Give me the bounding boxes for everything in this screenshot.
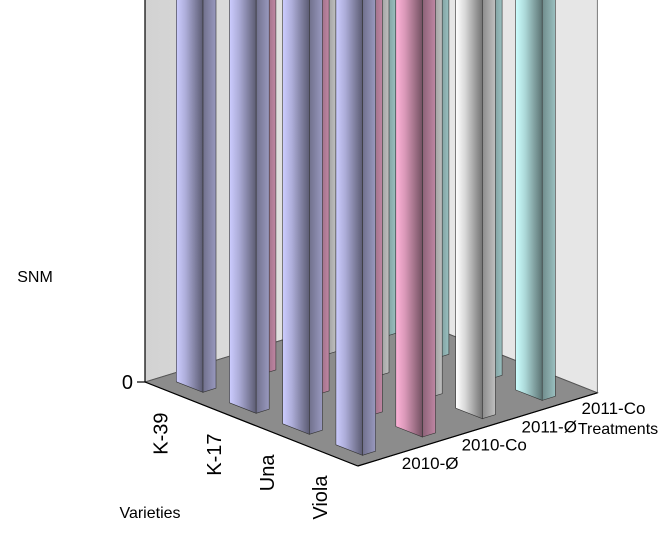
bar-2010-Ø-K-17: efg <box>229 0 270 414</box>
x-axis-title: Varieties <box>119 505 180 522</box>
bar-side <box>422 0 436 438</box>
bar-side <box>202 0 217 393</box>
z-tick-label: 2011-Ø <box>522 417 577 436</box>
x-axis <box>144 381 359 467</box>
z-axis-title: Treatments <box>578 421 658 438</box>
y-tick-label: 0 <box>122 372 133 394</box>
y-axis-title: SNM <box>17 269 53 286</box>
bar-front <box>395 0 423 438</box>
z-axis <box>357 392 598 467</box>
x-tick-label: Una <box>257 454 279 492</box>
bar-side <box>481 0 496 420</box>
x-tick-label: K-17 <box>204 434 226 476</box>
bar-2011-Co-Viola: efg <box>515 0 556 401</box>
bar-2010-Ø-K-39: c-g <box>176 0 217 393</box>
bar-front <box>335 0 363 456</box>
bar-side <box>308 0 323 435</box>
bar-2011-Ø-Viola: fg <box>455 0 496 420</box>
bar-front <box>229 0 257 414</box>
bar-front <box>455 0 483 420</box>
bar-front <box>282 0 310 435</box>
z-tick-label: 2010-Co <box>462 436 527 455</box>
bar-side <box>362 0 376 456</box>
bar-side <box>255 0 270 414</box>
bar-2010-Co-Viola: a-d <box>395 0 436 438</box>
bar-2010-Ø-Una: d-g <box>282 0 323 435</box>
bar-side <box>541 0 556 401</box>
x-tick-label: Viola <box>310 475 332 520</box>
x-tick-label: K-39 <box>151 413 173 455</box>
bar-2010-Ø-Viola: fg <box>335 0 376 456</box>
z-tick-label: 2011-Co <box>582 399 646 418</box>
z-tick-label: 2010-Ø <box>402 454 459 473</box>
bar-front <box>176 0 204 393</box>
bar-front <box>515 0 543 401</box>
